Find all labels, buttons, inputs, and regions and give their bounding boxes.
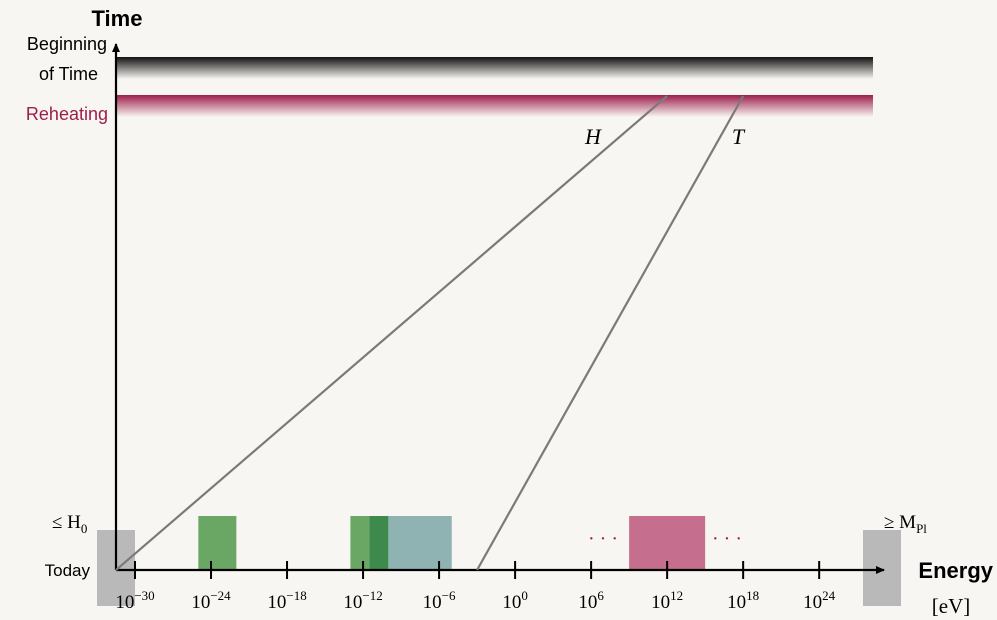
beginning-label-line2: of Time (39, 64, 98, 84)
x-tick-label-2: 10−18 (267, 588, 306, 613)
max-energy-label: ≥ MPl (884, 512, 927, 536)
x-tick-label-1: 10−24 (191, 588, 231, 613)
max-energy-box (863, 530, 901, 606)
energy-band-1 (350, 516, 370, 570)
reheating-band (116, 95, 873, 117)
energy-band-3 (388, 516, 452, 570)
reheating-label: Reheating (26, 104, 108, 124)
ellipsis-right: · · · (712, 528, 742, 550)
x-tick-label-6: 106 (578, 588, 604, 613)
ellipsis-left: · · · (588, 528, 618, 550)
x-tick-label-9: 1024 (803, 588, 836, 613)
time-axis-title: Time (92, 6, 143, 31)
x-tick-label-7: 1012 (651, 588, 683, 613)
x-tick-label-4: 10−6 (423, 588, 456, 613)
curve-label-T: T (732, 124, 746, 149)
x-tick-label-5: 100 (502, 588, 528, 613)
energy-unit-label: [eV] (932, 594, 970, 618)
beginning-of-time-band (116, 57, 873, 79)
energy-axis-title: Energy (918, 558, 993, 583)
min-energy-label: ≤ H0 (52, 512, 87, 536)
beginning-label-line1: Beginning (27, 34, 107, 54)
curve-H (115, 95, 668, 571)
today-label: Today (45, 561, 91, 580)
x-tick-label-8: 1018 (727, 588, 759, 613)
x-tick-label-0: 10−30 (115, 588, 154, 613)
x-tick-label-3: 10−12 (343, 588, 382, 613)
curve-label-H: H (584, 124, 602, 149)
energy-band-0 (198, 516, 237, 570)
curve-T (476, 95, 745, 571)
energy-band-2 (369, 516, 389, 570)
